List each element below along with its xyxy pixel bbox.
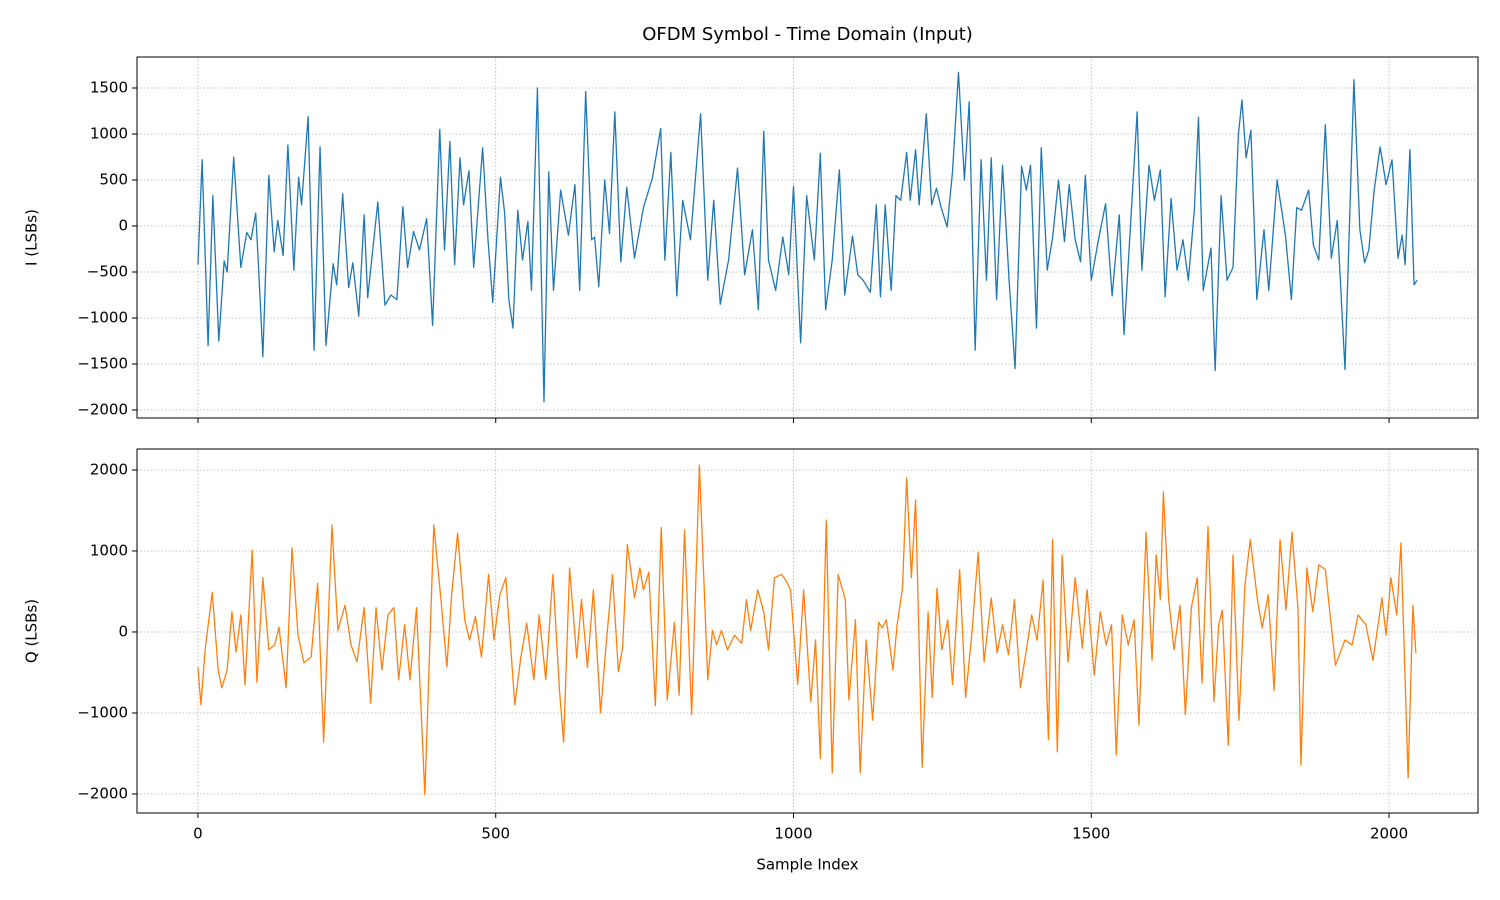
x-tick-label: 2000	[1370, 825, 1408, 843]
data-line	[197, 71, 1418, 403]
axes-frame	[136, 448, 1479, 814]
x-tick-label: 0	[193, 825, 203, 843]
data-line	[197, 464, 1417, 796]
x-tick-label: 1500	[1072, 825, 1110, 843]
y-tick-label: 0	[118, 217, 128, 235]
y-tick-label: −1000	[77, 308, 128, 326]
x-tick-label: 500	[481, 825, 510, 843]
x-tick-label: 1000	[774, 825, 812, 843]
y-tick-label: −500	[87, 262, 128, 280]
y-tick-label: 2000	[90, 460, 128, 478]
y-tick-label: −1000	[77, 703, 128, 721]
y-axis-label: I (LSBs)	[23, 209, 41, 266]
y-tick-label: 500	[99, 171, 128, 189]
y-axis-label: Q (LSBs)	[23, 599, 41, 663]
x-axis-label: Sample Index	[756, 856, 858, 874]
y-tick-label: 1000	[90, 541, 128, 559]
y-tick-label: 0	[118, 622, 128, 640]
y-tick-label: 1000	[90, 125, 128, 143]
chart-title: OFDM Symbol - Time Domain (Input)	[642, 24, 973, 45]
y-tick-label: −2000	[77, 400, 128, 418]
y-tick-label: 1500	[90, 79, 128, 97]
y-tick-label: −2000	[77, 784, 128, 802]
axes-frame	[136, 56, 1479, 419]
y-tick-label: −1500	[77, 354, 128, 372]
